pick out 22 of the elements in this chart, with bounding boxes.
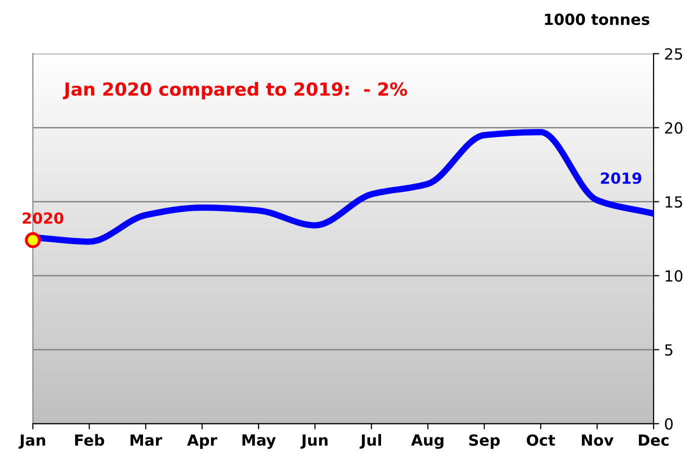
- x-tick-label: Jul: [360, 434, 382, 449]
- x-tick-label: Sep: [469, 434, 500, 449]
- annotation: Jan 2020 compared to 2019: - 2%: [62, 82, 408, 100]
- x-tick-label: Jan: [18, 434, 46, 449]
- y-axis-title: 1000 tonnes: [544, 14, 650, 26]
- x-tick-label: Mar: [130, 434, 162, 446]
- x-tick-label: Aug: [411, 434, 444, 449]
- y-tick-label: 20: [665, 122, 682, 134]
- x-tick-label: Feb: [75, 434, 104, 446]
- x-tick-label: Oct: [526, 434, 556, 446]
- x-tick-label: Jun: [300, 434, 328, 449]
- series-label: 2019: [600, 172, 642, 184]
- x-tick-label: Nov: [582, 434, 614, 446]
- y-tick-label: 5: [665, 344, 672, 356]
- y-tick-label: 15: [666, 196, 682, 208]
- x-tick-label: Dec: [638, 434, 669, 446]
- y-tick-label: 0: [664, 418, 673, 430]
- series-label: 2020: [22, 212, 64, 224]
- x-tick-label: Apr: [187, 434, 218, 449]
- x-tick-label: May: [242, 434, 276, 449]
- y-tick-label: 25: [665, 48, 682, 60]
- y-tick-label: 10: [666, 270, 682, 282]
